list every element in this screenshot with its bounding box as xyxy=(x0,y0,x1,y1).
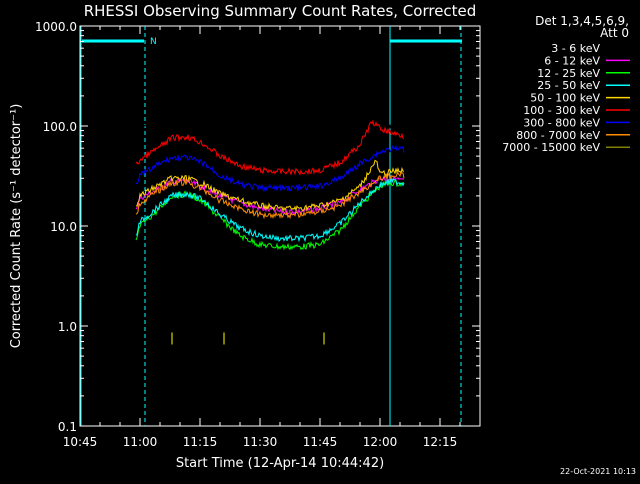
series-100-300-kev xyxy=(135,119,405,176)
legend-label: 800 - 7000 keV xyxy=(516,129,600,142)
legend-label: 100 - 300 keV xyxy=(523,104,600,117)
series-line xyxy=(135,176,405,243)
y-tick-label: 0.1 xyxy=(58,420,77,434)
series-line xyxy=(135,119,405,176)
series-300-800-kev xyxy=(136,144,405,193)
y-tick-label: 1000.0 xyxy=(35,20,77,34)
series-25-50-kev xyxy=(135,176,405,243)
series-50-100-kev xyxy=(135,159,405,213)
x-tick-label: 10:45 xyxy=(63,435,98,449)
series-group xyxy=(135,119,405,345)
y-axis-label: Corrected Count Rate (s⁻¹ detector⁻¹) xyxy=(9,104,24,349)
legend-label: 50 - 100 keV xyxy=(530,92,600,105)
x-axis-label: Start Time (12-Apr-14 10:44:42) xyxy=(176,456,384,471)
series-3-6-kev xyxy=(135,121,405,132)
x-tick-label: 12:00 xyxy=(363,435,398,449)
legend-label: 300 - 800 keV xyxy=(523,116,600,129)
legend-label: 6 - 12 keV xyxy=(544,54,600,67)
y-axis-ticks: 0.1 1.0 10.0 100.0 1000.0 xyxy=(35,20,480,434)
series-800-7000-kev xyxy=(135,171,405,220)
y-tick-label: 10.0 xyxy=(50,220,77,234)
x-tick-label: 11:15 xyxy=(183,435,218,449)
legend-header-line-1: Det 1,3,4,5,6,9, xyxy=(535,14,629,28)
legend-label: 3 - 6 keV xyxy=(551,42,600,55)
series-line xyxy=(135,171,405,220)
x-axis-ticks: 10:45 11:00 11:15 11:30 11:45 12:00 12:15 xyxy=(63,26,481,449)
x-tick-label: 11:00 xyxy=(123,435,158,449)
series-7000-15000-kev xyxy=(171,332,325,345)
x-tick-label: 11:45 xyxy=(303,435,338,449)
legend-label: 25 - 50 keV xyxy=(537,79,600,92)
legend-label: 12 - 25 keV xyxy=(537,67,600,80)
chart-title: RHESSI Observing Summary Count Rates, Co… xyxy=(84,2,477,20)
y-tick-label: 100.0 xyxy=(43,120,77,134)
night-marker-label: N xyxy=(150,37,157,47)
legend-header-line-2: Att 0 xyxy=(600,26,629,40)
series-line xyxy=(136,144,405,193)
y-tick-label: 1.0 xyxy=(58,320,77,334)
timestamp: 22-Oct-2021 10:13 xyxy=(560,467,636,476)
series-line xyxy=(135,159,405,213)
legend-label: 7000 - 15000 keV xyxy=(502,141,600,154)
series-line xyxy=(135,121,405,132)
x-tick-label: 12:15 xyxy=(423,435,458,449)
x-tick-label: 11:30 xyxy=(243,435,278,449)
